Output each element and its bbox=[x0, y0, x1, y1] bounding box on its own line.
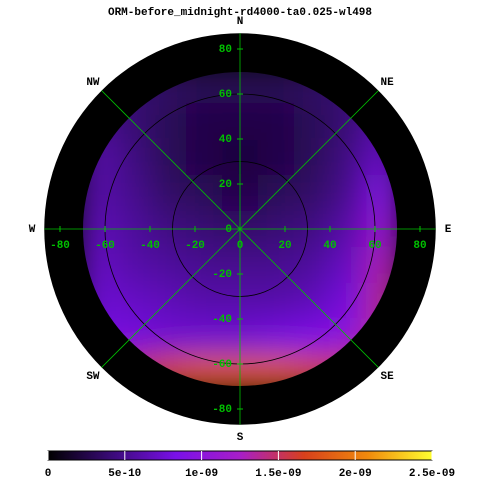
y-tick-label: -80 bbox=[212, 404, 232, 416]
sky-cell bbox=[330, 283, 367, 320]
sky-cell bbox=[294, 175, 331, 212]
sky-cell bbox=[114, 247, 151, 284]
x-tick-label: 20 bbox=[278, 240, 291, 252]
sky-cell bbox=[294, 247, 331, 284]
sky-cell bbox=[150, 319, 187, 356]
sky-cell bbox=[186, 139, 223, 176]
y-tick-label: 80 bbox=[219, 44, 232, 56]
x-tick-label: -60 bbox=[95, 240, 115, 252]
colorbar-tick-label: 2e-09 bbox=[339, 468, 372, 480]
sky-cell bbox=[258, 319, 295, 356]
x-tick-label: -20 bbox=[185, 240, 205, 252]
x-tick-label: 80 bbox=[413, 240, 426, 252]
chart-title: ORM-before_midnight-rd4000-ta0.025-wl498 bbox=[108, 7, 372, 19]
sky-cell bbox=[150, 175, 187, 212]
direction-label: N bbox=[237, 16, 244, 28]
direction-label: W bbox=[29, 224, 36, 236]
sky-cell bbox=[114, 283, 151, 320]
sky-cell bbox=[258, 283, 295, 320]
y-tick-label: 20 bbox=[219, 179, 232, 191]
direction-label: NE bbox=[380, 77, 394, 89]
colorbar-tick-label: 1.5e-09 bbox=[255, 468, 301, 480]
colorbar-tick-label: 0 bbox=[45, 468, 52, 480]
sky-cell bbox=[330, 175, 367, 212]
direction-label: SE bbox=[380, 371, 394, 383]
direction-label: E bbox=[445, 224, 452, 236]
sky-cell bbox=[114, 175, 151, 212]
direction-label: NW bbox=[86, 77, 100, 89]
x-tick-label: 0 bbox=[237, 240, 244, 252]
sky-cell bbox=[150, 247, 187, 284]
y-tick-label: -40 bbox=[212, 314, 232, 326]
sky-cell bbox=[186, 103, 223, 140]
x-tick-label: -40 bbox=[140, 240, 160, 252]
sky-cell bbox=[258, 103, 295, 140]
y-tick-label: 0 bbox=[225, 224, 232, 236]
x-tick-label: 60 bbox=[368, 240, 381, 252]
x-tick-label: 40 bbox=[323, 240, 336, 252]
sky-cell bbox=[330, 139, 367, 176]
sky-cell bbox=[186, 319, 223, 356]
colorbar-tick-label: 2.5e-09 bbox=[409, 468, 455, 480]
sky-cell bbox=[294, 103, 331, 140]
colorbar bbox=[47, 450, 433, 461]
sky-cell bbox=[186, 283, 223, 320]
sky-cell bbox=[330, 247, 367, 284]
direction-label: SW bbox=[86, 371, 100, 383]
sky-cell bbox=[294, 319, 331, 356]
y-tick-label: 60 bbox=[219, 89, 232, 101]
y-tick-label: -60 bbox=[212, 359, 232, 371]
sky-cell bbox=[114, 139, 151, 176]
colorbar-tick-label: 5e-10 bbox=[108, 468, 141, 480]
sky-cell bbox=[258, 139, 295, 176]
y-tick-label: 40 bbox=[219, 134, 232, 146]
x-tick-label: -80 bbox=[50, 240, 70, 252]
colorbar-tick-label: 1e-09 bbox=[185, 468, 218, 480]
direction-label: S bbox=[237, 432, 244, 444]
sky-cell bbox=[150, 103, 187, 140]
y-tick-label: -20 bbox=[212, 269, 232, 281]
